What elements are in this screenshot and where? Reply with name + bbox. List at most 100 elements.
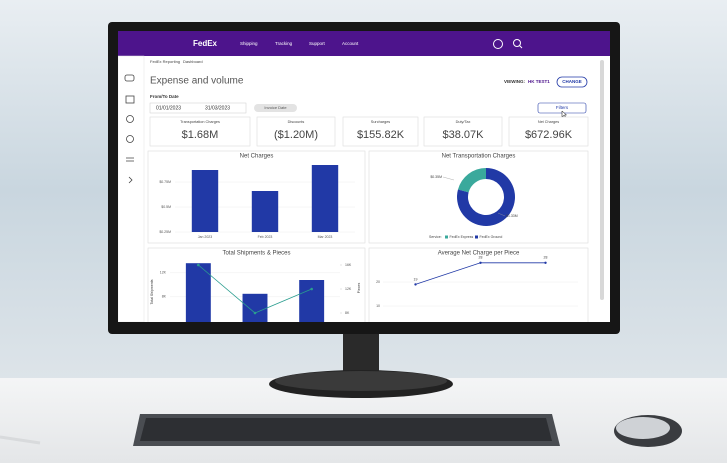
dashboard: FedEx FedEx Reporting Dashboard Expense … <box>118 31 610 322</box>
point <box>253 311 257 315</box>
y-tick-label: $0.75M <box>159 180 171 184</box>
sidebar-icon[interactable] <box>126 115 134 123</box>
scrollbar[interactable] <box>600 60 604 300</box>
point <box>479 261 482 264</box>
keyboard-keys <box>140 418 552 441</box>
kpi-label: Discounts <box>288 120 305 124</box>
point <box>310 287 313 291</box>
sidebar-icon[interactable] <box>125 95 135 104</box>
logo: FedEx <box>193 39 218 48</box>
date-type-pill[interactable] <box>254 104 297 112</box>
sidebar-icon[interactable] <box>128 176 133 184</box>
kpi-value: $38.07K <box>443 129 485 141</box>
point <box>544 261 547 264</box>
nav-item[interactable]: Account <box>342 41 359 46</box>
legend-swatch <box>475 235 478 239</box>
y-axis-label: Total Shipments <box>150 279 154 304</box>
legend-swatch <box>445 235 448 239</box>
kpi-value: ($1.20M) <box>274 129 318 141</box>
legend-title: Service: <box>429 235 442 239</box>
chart-title: Total Shipments & Pieces <box>222 251 290 257</box>
monitor-base-top <box>275 371 447 391</box>
sidebar <box>118 55 145 322</box>
bar <box>311 165 339 232</box>
x-tick-label: Mar 2023 <box>318 235 333 239</box>
date-to: 31/03/2023 <box>205 105 230 111</box>
breadcrumb: Dashboard <box>183 59 203 64</box>
nav-bar <box>118 31 610 56</box>
change-button[interactable] <box>556 76 588 88</box>
chart-title: Net Transportation Charges <box>442 154 516 160</box>
search-icon[interactable] <box>513 39 521 47</box>
data-label: 19 <box>414 277 418 281</box>
data-label: 28 <box>544 256 548 260</box>
kpi-label: Transportation Charges <box>180 120 220 124</box>
y-tick-label: 8K <box>162 295 167 299</box>
y2-tick-label: 12K <box>345 287 352 291</box>
account-icon[interactable] <box>493 39 503 49</box>
date-type: Invoice Date <box>264 105 287 110</box>
nav-item[interactable]: Support <box>309 41 326 46</box>
y2-tick-label: 16K <box>345 263 352 267</box>
bar <box>251 191 279 232</box>
date-from: 01/01/2023 <box>156 105 181 111</box>
y-tick-label: 20 <box>376 280 380 284</box>
y2-tick-label: 8K <box>345 311 350 315</box>
monitor-neck <box>343 330 379 376</box>
viewing-label: VIEWING: <box>504 79 526 84</box>
legend-label: FedEx Express <box>450 235 474 239</box>
data-label: 28 <box>479 256 483 260</box>
donut-slice <box>457 168 515 226</box>
chart-title: Average Net Charge per Piece <box>438 251 520 257</box>
kpi-value: $1.68M <box>182 129 219 141</box>
kpi-value: $155.82K <box>357 129 405 141</box>
y-tick-label: 12K <box>160 271 167 275</box>
chart-title: Net Charges <box>240 154 274 160</box>
kpi-value: $672.96K <box>525 129 573 141</box>
x-tick-label: Feb 2023 <box>258 235 273 239</box>
viewing-account: HK TEST1 <box>528 79 550 84</box>
kpi-card <box>342 116 419 147</box>
date-range-input[interactable] <box>149 102 247 114</box>
kpi-card <box>423 116 503 147</box>
chart-panel <box>368 247 589 322</box>
donut-slice <box>457 168 486 193</box>
x-tick-label: Jan 2023 <box>198 235 212 239</box>
mouse-top <box>616 417 670 439</box>
y-tick-label: $0.5M <box>161 205 171 209</box>
breadcrumb[interactable]: FedEx Reporting <box>150 59 180 64</box>
chart-panel <box>368 150 589 244</box>
kpi-card <box>508 116 589 147</box>
sidebar-icon[interactable] <box>124 74 135 82</box>
date-label: From/To Date <box>150 94 179 99</box>
y-tick-label: 10 <box>376 304 380 308</box>
filters-button-label: Filters <box>556 105 569 110</box>
data-label: $1.33M <box>506 214 518 218</box>
sidebar-icon[interactable] <box>126 135 134 143</box>
leader-line <box>497 212 506 217</box>
bar <box>191 170 219 232</box>
bar <box>242 293 268 322</box>
leader-line <box>442 176 455 181</box>
pen <box>0 435 41 445</box>
kpi-label: Net Charges <box>538 120 559 124</box>
y-tick-label: $0.25M <box>159 230 171 234</box>
point <box>197 263 200 267</box>
kpi-card <box>149 116 251 147</box>
nav-item[interactable]: Tracking <box>275 41 293 46</box>
legend-label: FedEx Ground <box>480 235 503 239</box>
search-icon-handle <box>519 45 523 49</box>
sidebar-icon[interactable] <box>126 157 134 162</box>
nav-item[interactable]: Shipping <box>240 41 258 46</box>
bar <box>299 280 325 322</box>
bar <box>185 263 211 322</box>
kpi-card <box>256 116 336 147</box>
y2-axis-label: Pieces <box>357 283 361 294</box>
page-title: Expense and volume <box>150 76 244 87</box>
point <box>414 283 417 286</box>
kpi-label: Surcharges <box>371 120 391 124</box>
data-label: $0.35M <box>430 175 442 179</box>
kpi-label: Duty/Tax <box>456 120 471 124</box>
